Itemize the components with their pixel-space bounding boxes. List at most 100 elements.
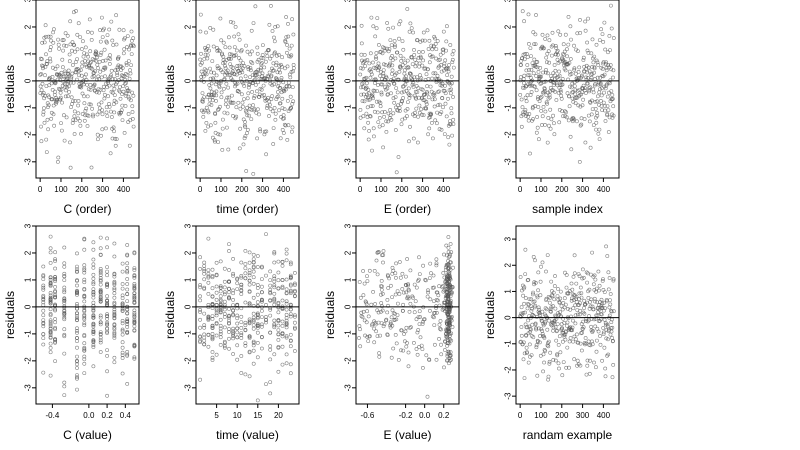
data-point: [389, 355, 394, 360]
data-point: [239, 288, 244, 293]
data-point: [97, 90, 101, 95]
data-point: [449, 111, 454, 116]
data-point: [132, 286, 137, 291]
data-point: [380, 110, 385, 115]
data-point: [107, 83, 112, 88]
data-point: [112, 281, 117, 286]
data-point: [251, 318, 256, 322]
data-point: [362, 318, 367, 323]
data-point: [75, 359, 79, 364]
data-point: [203, 128, 208, 133]
data-point: [556, 342, 561, 347]
data-point: [122, 36, 127, 41]
data-point: [72, 132, 77, 136]
data-point: [562, 296, 567, 301]
data-point: [50, 75, 55, 79]
data-point: [528, 327, 533, 332]
data-point: [417, 272, 422, 277]
data-point: [288, 307, 293, 312]
data-point: [249, 28, 254, 33]
data-point: [567, 339, 572, 344]
data-point: [105, 326, 110, 331]
data-point: [123, 81, 127, 86]
data-point: [131, 93, 136, 98]
data-point: [132, 283, 137, 288]
data-point: [68, 19, 73, 24]
data-point: [532, 305, 537, 310]
data-point: [276, 52, 281, 57]
data-point: [587, 371, 592, 376]
data-point: [401, 302, 406, 307]
data-point: [231, 291, 236, 296]
data-point: [228, 19, 233, 24]
data-point: [239, 92, 244, 97]
data-point: [423, 278, 428, 283]
data-point: [549, 309, 553, 314]
data-point: [259, 87, 264, 92]
data-point: [251, 260, 256, 265]
data-point: [579, 116, 584, 121]
data-point: [272, 318, 277, 323]
data-point: [537, 326, 541, 331]
data-point: [206, 274, 211, 279]
data-point: [547, 361, 552, 366]
data-point: [75, 373, 79, 378]
data-point: [105, 393, 110, 398]
data-point: [376, 43, 381, 47]
data-point: [417, 255, 421, 260]
data-point: [99, 133, 104, 138]
data-point: [198, 266, 203, 271]
data-point: [225, 68, 230, 73]
data-point: [247, 334, 252, 339]
data-point: [255, 311, 260, 316]
x-tick-label: 200: [235, 185, 249, 194]
data-point: [535, 125, 540, 130]
data-point: [132, 308, 137, 313]
data-point: [425, 67, 430, 72]
data-point: [592, 54, 597, 59]
data-point: [576, 103, 581, 108]
data-point: [235, 313, 240, 318]
data-point: [399, 348, 403, 353]
data-point: [571, 339, 576, 344]
data-point: [75, 354, 79, 359]
data-point: [272, 325, 277, 330]
data-point: [243, 271, 248, 276]
data-point: [110, 38, 115, 43]
y-tick-label: -3: [504, 158, 513, 166]
data-point: [417, 64, 422, 69]
data-point: [222, 285, 227, 290]
x-axis-label: time (order): [216, 202, 278, 216]
y-tick-label: -1: [504, 340, 513, 348]
data-point: [542, 46, 546, 51]
data-point: [248, 52, 253, 57]
data-point: [244, 43, 248, 48]
data-point: [436, 103, 441, 108]
data-point: [532, 42, 537, 47]
data-point: [198, 334, 203, 339]
data-point: [611, 104, 616, 109]
data-point: [75, 366, 79, 370]
data-point: [82, 266, 87, 271]
data-point: [75, 267, 79, 272]
data-point: [130, 90, 135, 95]
data-point: [77, 73, 81, 78]
data-point: [225, 95, 230, 100]
data-point: [49, 116, 54, 121]
data-point: [222, 345, 227, 350]
data-point: [445, 278, 450, 283]
data-point: [243, 120, 247, 124]
data-point: [125, 277, 130, 281]
data-point: [392, 82, 397, 86]
y-tick-label: 2: [504, 24, 513, 29]
data-point: [522, 19, 527, 24]
data-point: [604, 328, 609, 332]
data-point: [607, 34, 612, 38]
data-point: [545, 33, 550, 38]
data-point: [96, 87, 101, 92]
data-point: [548, 126, 553, 131]
data-point: [429, 271, 433, 276]
data-point: [48, 246, 53, 251]
data-point: [569, 72, 574, 76]
data-point: [425, 28, 430, 33]
